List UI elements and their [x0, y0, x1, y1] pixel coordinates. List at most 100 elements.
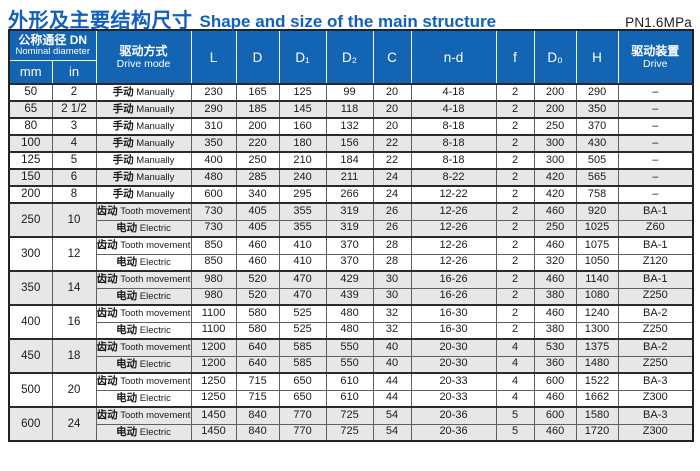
cell-f: 2	[495, 270, 535, 289]
cell-dn-in: 2	[51, 83, 97, 102]
cell-dn-mm: 450	[8, 338, 53, 374]
cell-D0: 420	[533, 185, 577, 204]
cell-H: 565	[575, 168, 619, 187]
cell-D2: 132	[325, 117, 374, 136]
cell-D2: 211	[325, 168, 374, 187]
cell-drive-mode: 电动 Electric	[95, 253, 192, 272]
drive-mode-cn: 电动	[116, 425, 138, 438]
cell-dn-mm: 200	[8, 185, 53, 204]
drive-mode-en: Electric	[137, 426, 171, 438]
cell-drive-mode: 手动 Manually	[95, 100, 192, 119]
cell-D2: 610	[325, 372, 374, 391]
drive-mode-cn: 手动	[112, 85, 134, 98]
drive-mode-cn: 齿动	[96, 409, 118, 422]
cell-D: 285	[235, 168, 280, 187]
pressure-rating-label: PN1.6MPa	[625, 15, 692, 30]
cell-H: 370	[575, 117, 619, 136]
table-row: 450 18 齿动 Tooth movement 1200 640 585 550 40 20-…	[8, 338, 694, 374]
cell-drive-device: –	[617, 83, 694, 102]
cell-D2: 184	[325, 151, 374, 170]
header-drive-device: 驱动装置 Drive	[617, 29, 694, 85]
cell-D: 840	[235, 423, 280, 442]
cell-f: 2	[495, 321, 535, 340]
cell-H: 1140	[575, 270, 619, 289]
cell-drive-device: BA-3	[617, 406, 694, 425]
header-drive-mode: 驱动方式 Drive mode	[95, 29, 192, 85]
cell-C: 20	[372, 83, 412, 102]
cell-D1: 240	[278, 168, 327, 187]
cell-dn-mm: 50	[8, 83, 53, 102]
page-title-chinese: 外形及主要结构尺寸	[8, 10, 193, 32]
cell-dn-in: 20	[51, 372, 97, 408]
table-row: 电动 Electric 1450 840 770 725 54 20-36 5 460 1720 Z…	[9, 423, 694, 442]
cell-dn-in: 8	[51, 185, 97, 204]
drive-mode-en: Manually	[133, 171, 175, 183]
cell-D: 580	[235, 321, 280, 340]
cell-dn-in: 12	[51, 236, 97, 272]
drive-mode-en: Manually	[133, 103, 175, 115]
table-row: 300 12 齿动 Tooth movement 850 460 410 370 28 12-2…	[8, 236, 694, 272]
cell-D0: 250	[533, 117, 577, 136]
cell-L: 1100	[190, 304, 237, 323]
table-row: 50 2 手动 Manually 230 165 125 99 20 4-18 2 200 290–	[8, 83, 694, 102]
cell-drive-device: –	[617, 185, 694, 204]
cell-n-d: 20-30	[410, 338, 497, 357]
table-row: 500 20 齿动 Tooth movement 1250 715 650 610 44 20-…	[8, 372, 694, 408]
cell-D2: 550	[325, 355, 374, 374]
cell-dn-in: 10	[51, 202, 97, 238]
cell-f: 2	[495, 168, 535, 187]
cell-H: 505	[575, 151, 619, 170]
drive-mode-en: Tooth movement	[117, 342, 191, 354]
drive-mode-cn: 齿动	[96, 239, 118, 252]
drive-mode-cn: 电动	[116, 221, 138, 234]
cell-dn-mm: 300	[8, 236, 53, 272]
cell-dn-mm: 350	[8, 270, 53, 306]
cell-drive-device: –	[617, 100, 694, 119]
cell-D0: 380	[533, 321, 577, 340]
cell-D1: 210	[278, 151, 327, 170]
cell-f: 4	[495, 389, 535, 408]
cell-f: 4	[495, 372, 535, 391]
cell-dn-mm: 100	[8, 134, 53, 153]
cell-L: 310	[190, 117, 237, 136]
cell-C: 30	[372, 270, 412, 289]
cell-f: 4	[495, 338, 535, 357]
cell-drive-mode: 电动 Electric	[95, 321, 192, 340]
header-col-H: H	[575, 29, 619, 85]
cell-D0: 200	[533, 83, 577, 102]
cell-D1: 295	[278, 185, 327, 204]
cell-D: 460	[235, 253, 280, 272]
drive-mode-cn: 手动	[112, 187, 134, 200]
cell-drive-device: BA-3	[617, 372, 694, 391]
cell-D2: 266	[325, 185, 374, 204]
cell-D: 220	[235, 134, 280, 153]
cell-L: 980	[190, 270, 237, 289]
drive-mode-cn: 电动	[116, 255, 138, 268]
cell-H: 1025	[575, 219, 619, 238]
drive-mode-en: Manually	[133, 137, 175, 149]
cell-D: 405	[235, 202, 280, 221]
cell-drive-mode: 齿动 Tooth movement	[95, 372, 192, 391]
cell-D: 165	[235, 83, 280, 102]
cell-C: 20	[372, 100, 412, 119]
header-col-D1: D₁	[278, 29, 327, 85]
table-row: 80 3 手动 Manually 310 200 160 132 20 8-18 2 250 370–	[8, 117, 694, 136]
table-row: 200 8 手动 Manually 600 340 295 266 24 12-22 2 420 75…	[8, 185, 694, 204]
drive-mode-cn: 手动	[112, 170, 134, 183]
cell-H: 1375	[575, 338, 619, 357]
cell-D1: 525	[278, 321, 327, 340]
cell-f: 2	[495, 117, 535, 136]
page-title-english: Shape and size of the main structure	[199, 12, 497, 31]
cell-drive-device: BA-2	[617, 304, 694, 323]
drive-mode-cn: 电动	[116, 289, 138, 302]
cell-n-d: 12-26	[410, 253, 497, 272]
cell-H: 430	[575, 134, 619, 153]
cell-D: 640	[235, 338, 280, 357]
cell-drive-device: –	[617, 168, 694, 187]
drive-mode-en: Electric	[137, 290, 171, 302]
cell-C: 44	[372, 389, 412, 408]
cell-drive-device: BA-1	[617, 270, 694, 289]
cell-dn-mm: 250	[8, 202, 53, 238]
cell-D1: 410	[278, 236, 327, 255]
cell-L: 1450	[190, 406, 237, 425]
